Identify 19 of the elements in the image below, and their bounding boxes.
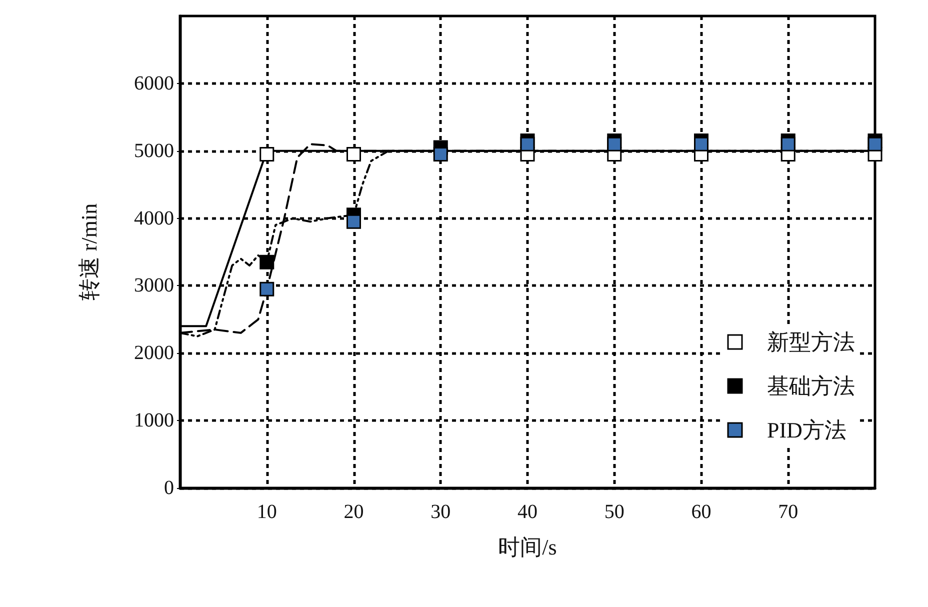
legend-label: PID方法 bbox=[767, 418, 846, 442]
x-axis-title: 时间/s bbox=[498, 534, 557, 560]
x-tick-label: 60 bbox=[691, 501, 712, 523]
legend-label: 基础方法 bbox=[767, 374, 855, 398]
x-tick-label: 30 bbox=[430, 501, 451, 523]
legend-label: 新型方法 bbox=[767, 330, 855, 354]
y-tick-label: 4000 bbox=[134, 207, 174, 230]
x-tick-label: 40 bbox=[518, 501, 538, 523]
y-tick-label: 1000 bbox=[134, 410, 174, 432]
y-axis-title: 转速 r/min bbox=[76, 203, 102, 301]
x-tick-label: 50 bbox=[604, 501, 624, 523]
x-tick-label: 70 bbox=[778, 501, 798, 523]
x-tick-label: 20 bbox=[344, 501, 364, 523]
x-tick-label: 10 bbox=[256, 501, 277, 523]
y-tick-label: 2000 bbox=[134, 342, 174, 364]
y-tick-label: 3000 bbox=[134, 274, 174, 297]
y-tick-label: 0 bbox=[164, 477, 174, 499]
y-tick-label: 6000 bbox=[134, 72, 174, 94]
y-tick-label: 5000 bbox=[134, 140, 174, 162]
